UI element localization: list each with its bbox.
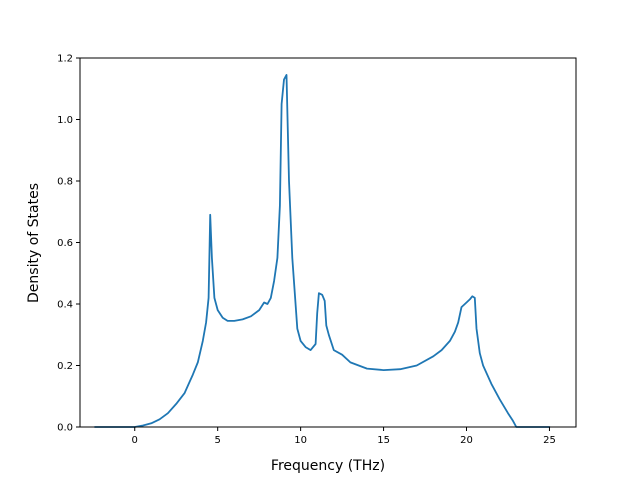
x-tick-label: 10 [294, 435, 307, 446]
x-tick-label: 25 [543, 435, 556, 446]
y-tick-label: 0.2 [57, 361, 73, 372]
y-axis-ticks: 0.0 0.2 0.4 0.6 0.8 1.0 1.2 [57, 54, 80, 434]
y-tick-label: 0.4 [57, 300, 73, 311]
x-tick-label: 5 [214, 435, 220, 446]
plot-frame [79, 57, 577, 428]
dos-series-line [94, 74, 551, 428]
y-tick-label: 1.2 [57, 54, 73, 65]
x-tick-label: 0 [132, 435, 138, 446]
y-tick-label: 0.6 [57, 238, 73, 249]
x-tick-label: 15 [377, 435, 390, 446]
y-tick-label: 0.0 [57, 423, 73, 434]
y-tick-label: 0.8 [57, 177, 73, 188]
plot-area [79, 57, 577, 428]
x-axis-ticks: 0 5 10 15 20 25 [132, 427, 556, 446]
y-tick-label: 1.0 [57, 115, 73, 126]
x-tick-label: 20 [460, 435, 473, 446]
x-axis-label: Frequency (THz) [271, 458, 385, 474]
y-axis-label: Density of States [26, 183, 42, 303]
